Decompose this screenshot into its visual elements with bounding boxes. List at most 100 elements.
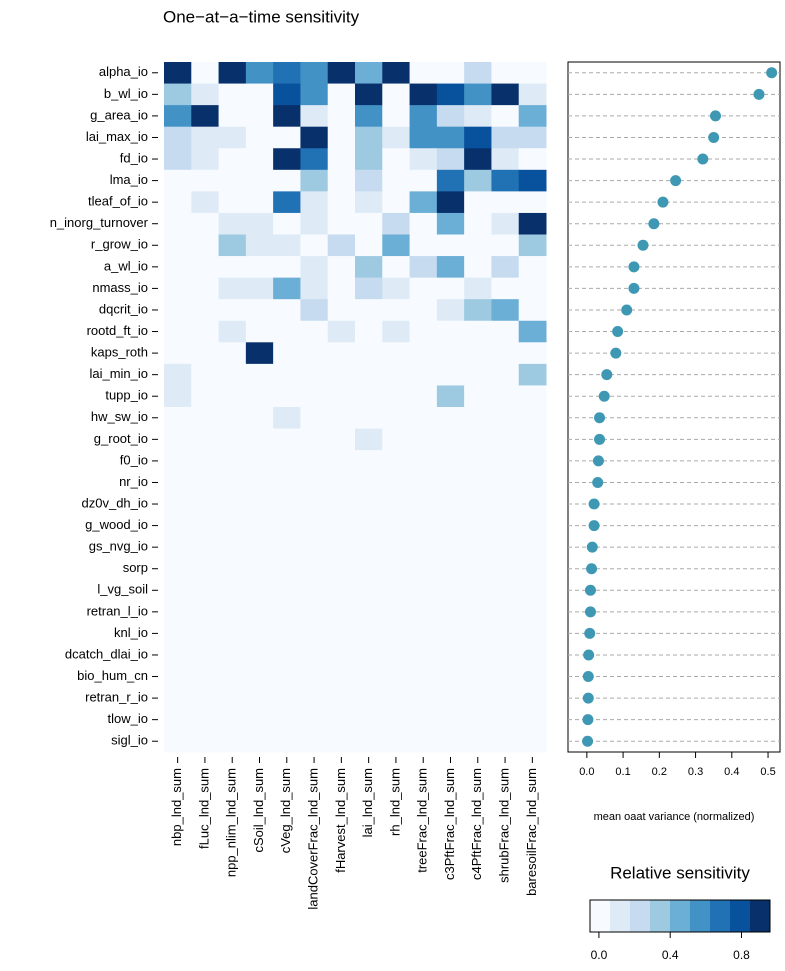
heat-cell bbox=[464, 105, 492, 128]
heat-cell bbox=[491, 148, 520, 171]
heat-cell bbox=[518, 277, 547, 300]
heat-cell bbox=[382, 62, 411, 85]
heat-cell bbox=[327, 342, 356, 365]
heat-cell bbox=[436, 536, 465, 559]
heat-cell bbox=[382, 665, 411, 688]
y-tick-label: nr_io bbox=[119, 474, 148, 489]
heat-cell bbox=[191, 148, 220, 171]
heat-cell bbox=[273, 169, 301, 192]
heat-cell bbox=[436, 212, 465, 235]
heat-cell bbox=[191, 665, 220, 688]
heat-cell bbox=[355, 622, 383, 645]
heat-cell bbox=[245, 191, 274, 214]
heat-cell bbox=[491, 536, 520, 559]
heat-cell bbox=[355, 105, 383, 128]
heat-cell bbox=[191, 320, 220, 343]
heat-cell bbox=[464, 407, 492, 430]
heat-cell bbox=[245, 579, 274, 602]
heat-cell bbox=[191, 191, 220, 214]
heat-cell bbox=[355, 687, 383, 710]
dot bbox=[584, 606, 596, 618]
x-tick-label: 0.1 bbox=[615, 766, 630, 778]
heat-cell bbox=[518, 126, 547, 149]
heat-cell bbox=[300, 212, 329, 235]
heat-cell bbox=[218, 256, 247, 279]
heat-cell bbox=[218, 320, 247, 343]
heat-cell bbox=[191, 428, 220, 451]
heat-cell bbox=[491, 299, 520, 322]
colorbar-tick-label: 0.4 bbox=[662, 948, 679, 962]
heat-cell bbox=[327, 579, 356, 602]
heat-cell bbox=[518, 579, 547, 602]
dot bbox=[670, 175, 682, 187]
heat-cell bbox=[355, 234, 383, 257]
heat-cell bbox=[464, 256, 492, 279]
heat-cell bbox=[164, 579, 192, 602]
heat-cell bbox=[300, 342, 329, 365]
heat-cell bbox=[382, 601, 411, 624]
heat-cell bbox=[300, 234, 329, 257]
heat-cell bbox=[382, 191, 411, 214]
heat-cell bbox=[164, 83, 192, 106]
heat-cell bbox=[300, 105, 329, 128]
heat-cell bbox=[382, 277, 411, 300]
dot bbox=[753, 88, 765, 100]
x-tick-label: 0.4 bbox=[724, 766, 739, 778]
heat-cell bbox=[327, 234, 356, 257]
heat-cell bbox=[164, 601, 192, 624]
heat-cell bbox=[491, 493, 520, 516]
heat-cell bbox=[464, 62, 492, 85]
dot-panel-frame bbox=[567, 61, 781, 753]
heat-cell bbox=[518, 62, 547, 85]
y-tick-label: n_inorg_turnover bbox=[50, 215, 149, 230]
heat-cell bbox=[273, 687, 301, 710]
heat-cell bbox=[327, 536, 356, 559]
heat-cell bbox=[491, 579, 520, 602]
heat-cell bbox=[164, 536, 192, 559]
heat-cell bbox=[218, 363, 247, 386]
heat-cell bbox=[300, 665, 329, 688]
dot bbox=[594, 433, 606, 445]
heat-cell bbox=[464, 622, 492, 645]
heat-cell bbox=[300, 601, 329, 624]
heat-cell bbox=[518, 428, 547, 451]
heat-cell bbox=[518, 148, 547, 171]
heat-cell bbox=[382, 514, 411, 537]
heat-cell bbox=[518, 730, 547, 753]
heat-cell bbox=[327, 665, 356, 688]
y-tick-label: sorp bbox=[123, 560, 148, 575]
x-tick-label: rh_lnd_sum bbox=[387, 768, 402, 836]
heat-cell bbox=[191, 687, 220, 710]
heat-cell bbox=[491, 342, 520, 365]
heat-cell bbox=[218, 277, 247, 300]
heat-cell bbox=[218, 730, 247, 753]
heat-cell bbox=[382, 169, 411, 192]
heat-cell bbox=[327, 493, 356, 516]
heat-cell bbox=[164, 234, 192, 257]
heat-cell bbox=[245, 320, 274, 343]
heat-cell bbox=[464, 665, 492, 688]
heat-cell bbox=[491, 622, 520, 645]
heat-cell bbox=[491, 277, 520, 300]
heat-cell bbox=[164, 407, 192, 430]
dot bbox=[594, 412, 606, 424]
heat-cell bbox=[218, 385, 247, 408]
heat-cell bbox=[409, 342, 438, 365]
heat-cell bbox=[273, 234, 301, 257]
heat-cell bbox=[355, 169, 383, 192]
heat-cell bbox=[218, 105, 247, 128]
heat-cell bbox=[382, 148, 411, 171]
x-tick-label: landCoverFrac_lnd_sum bbox=[306, 768, 321, 910]
heat-cell bbox=[518, 687, 547, 710]
heat-cell bbox=[355, 493, 383, 516]
heat-cell bbox=[409, 557, 438, 580]
heat-cell bbox=[355, 536, 383, 559]
dot bbox=[584, 584, 596, 596]
heat-cell bbox=[191, 407, 220, 430]
y-tick-label: fd_io bbox=[120, 150, 148, 165]
heat-cell bbox=[245, 169, 274, 192]
heat-cell bbox=[491, 687, 520, 710]
heat-cell bbox=[327, 148, 356, 171]
heat-cell bbox=[245, 601, 274, 624]
heat-cell bbox=[355, 471, 383, 494]
